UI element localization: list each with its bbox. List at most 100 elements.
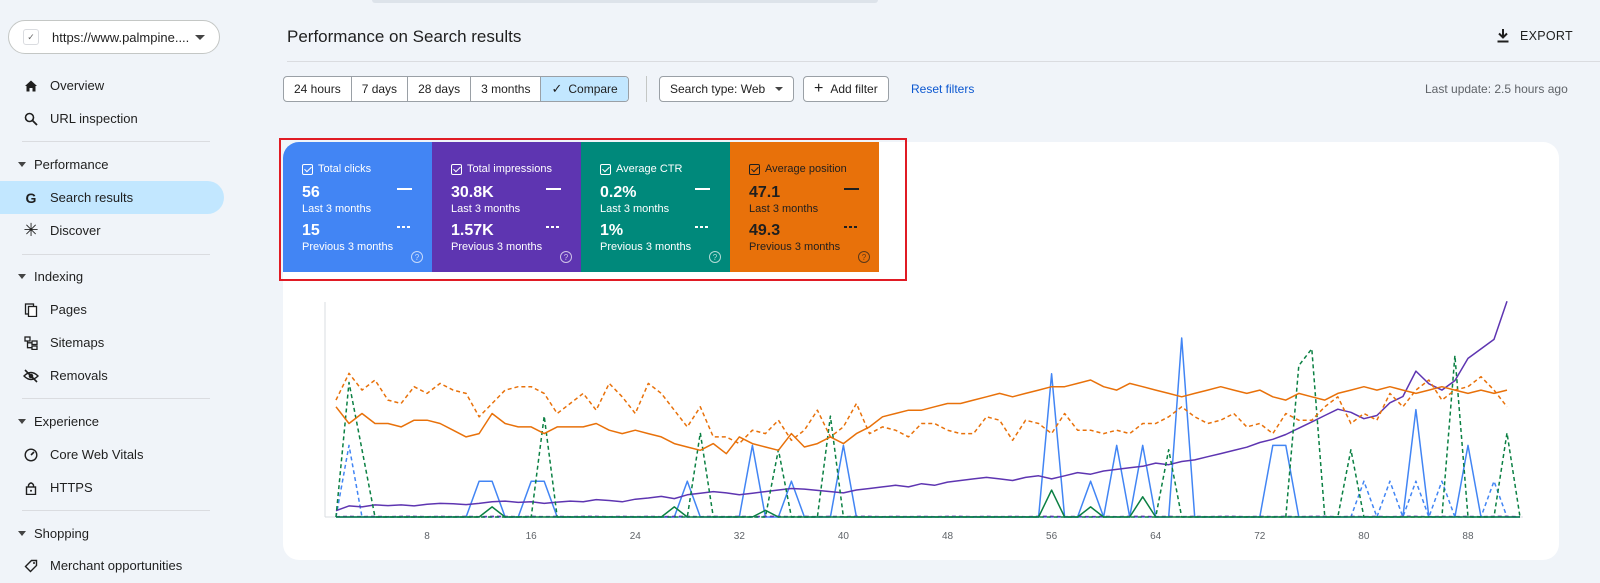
nav-search-results[interactable]: G Search results [0,181,224,214]
gauge-icon [23,447,39,463]
metric-clicks-value: 56 [302,184,320,201]
search-icon [23,111,39,127]
nav-core-web-vitals-label: Core Web Vitals [50,447,144,462]
nav-discover[interactable]: ✳ Discover [0,214,224,247]
x-tick-label: 88 [1462,531,1474,542]
sidebar: ✓ https://www.palmpine.... Overview URL … [0,0,228,583]
range-28-days[interactable]: 28 days [408,77,472,101]
section-performance[interactable]: Performance [0,152,224,176]
dashed-line-legend [695,226,710,228]
divider [22,254,210,255]
collapse-arrow-icon [18,418,26,424]
section-shopping-label: Shopping [34,525,89,541]
google-g-icon: G [25,189,37,206]
highlight-box [279,138,907,281]
metric-position-value: 47.1 [749,184,781,201]
x-tick-label: 8 [424,531,430,542]
help-icon[interactable]: ? [560,251,572,263]
metric-position-label-text: Average position [765,163,847,175]
dashed-line-legend [546,226,561,228]
nav-merchant-opportunities[interactable]: Merchant opportunities [0,549,224,582]
nav-sitemaps[interactable]: Sitemaps [0,326,224,359]
property-url: https://www.palmpine.... [52,29,190,45]
solid-line-legend [546,188,561,190]
metric-ctr-prev-value: 1% [600,222,624,239]
x-tick-label: 72 [1254,531,1266,542]
nav-pages[interactable]: Pages [0,293,224,326]
date-range-selector: 24 hours 7 days 28 days 3 months ✓ Compa… [283,76,629,102]
nav-url-inspection[interactable]: URL inspection [0,102,224,135]
export-label: EXPORT [1520,28,1573,43]
dashed-line-legend [844,226,859,228]
metric-ctr-period: Last 3 months [600,203,670,215]
metric-ctr-label-text: Average CTR [616,163,683,175]
performance-chart: 8 16 24 32 40 48 56 64 72 80 88 [324,301,1523,542]
header-divider [287,61,1600,62]
metric-impressions-period: Last 3 months [451,203,521,215]
help-icon[interactable]: ? [411,251,423,263]
range-3-months[interactable]: 3 months [471,77,542,101]
help-icon[interactable]: ? [858,251,870,263]
series-position-previous [335,372,1508,445]
section-shopping[interactable]: Shopping [0,521,224,545]
nav-url-inspection-label: URL inspection [50,111,138,126]
nav-https[interactable]: HTTPS [0,471,224,504]
metric-clicks-period: Last 3 months [302,203,372,215]
metric-ctr-prev-period: Previous 3 months [600,241,692,253]
add-filter-button[interactable]: + Add filter [803,76,889,102]
last-update-text: Last update: 2.5 hours ago [1425,82,1568,96]
checkbox-icon [451,163,462,175]
property-selector[interactable]: ✓ https://www.palmpine.... [8,20,220,54]
series-ctr-previous [335,348,1521,518]
x-tick-label: 40 [838,531,850,542]
metric-clicks-label-text: Total clicks [318,163,372,175]
metric-average-position[interactable]: Average position 47.1 Last 3 months 49.3… [730,142,879,272]
metric-total-clicks[interactable]: Total clicks 56 Last 3 months 15 Previou… [283,142,432,272]
reset-filters-link[interactable]: Reset filters [911,82,975,96]
nav-pages-label: Pages [50,302,87,317]
solid-line-legend [695,188,710,190]
section-experience[interactable]: Experience [0,409,224,433]
x-tick-label: 24 [630,531,642,542]
export-button[interactable]: EXPORT [1496,28,1573,43]
filter-separator [646,76,647,102]
series-clicks-current [336,337,1520,518]
tag-icon [23,558,39,574]
site-favicon-icon: ✓ [23,29,39,45]
metric-ctr-value: 0.2% [600,184,637,201]
home-icon [23,78,39,94]
asterisk-icon: ✳ [23,220,39,240]
x-tick-label: 48 [942,531,954,542]
compare-button[interactable]: ✓ Compare [541,77,628,101]
x-tick-label: 32 [734,531,746,542]
section-performance-label: Performance [34,156,109,172]
metric-clicks-label: Total clicks [302,163,371,175]
checkbox-icon [600,163,611,175]
metric-clicks-prev-period: Previous 3 months [302,241,394,253]
range-24-hours[interactable]: 24 hours [284,77,352,101]
series-impressions-current [335,301,1508,512]
metric-position-label: Average position [749,163,847,175]
metric-impressions-label-text: Total impressions [467,163,552,175]
pages-icon [23,302,39,318]
metric-average-ctr[interactable]: Average CTR 0.2% Last 3 months 1% Previo… [581,142,730,272]
nav-removals[interactable]: Removals [0,359,224,392]
eye-off-icon [23,368,39,384]
nav-sitemaps-label: Sitemaps [50,335,105,350]
chart-x-ticks: 8 16 24 32 40 48 56 64 72 80 88 [424,531,1474,542]
help-icon[interactable]: ? [709,251,721,263]
nav-core-web-vitals[interactable]: Core Web Vitals [0,438,224,471]
nav-overview[interactable]: Overview [0,69,224,102]
dashed-line-legend [397,226,412,228]
section-indexing[interactable]: Indexing [0,264,224,288]
metric-ctr-label: Average CTR [600,163,682,175]
solid-line-legend [397,188,412,190]
series-position-current [335,379,1508,455]
metric-total-impressions[interactable]: Total impressions 30.8K Last 3 months 1.… [432,142,581,272]
check-icon: ✓ [551,81,563,96]
metric-clicks-prev-value: 15 [302,222,320,239]
search-type-dropdown[interactable]: Search type: Web [659,76,795,102]
search-type-label: Search type: Web [670,82,766,96]
range-7-days[interactable]: 7 days [352,77,409,101]
checkbox-icon [749,163,760,175]
